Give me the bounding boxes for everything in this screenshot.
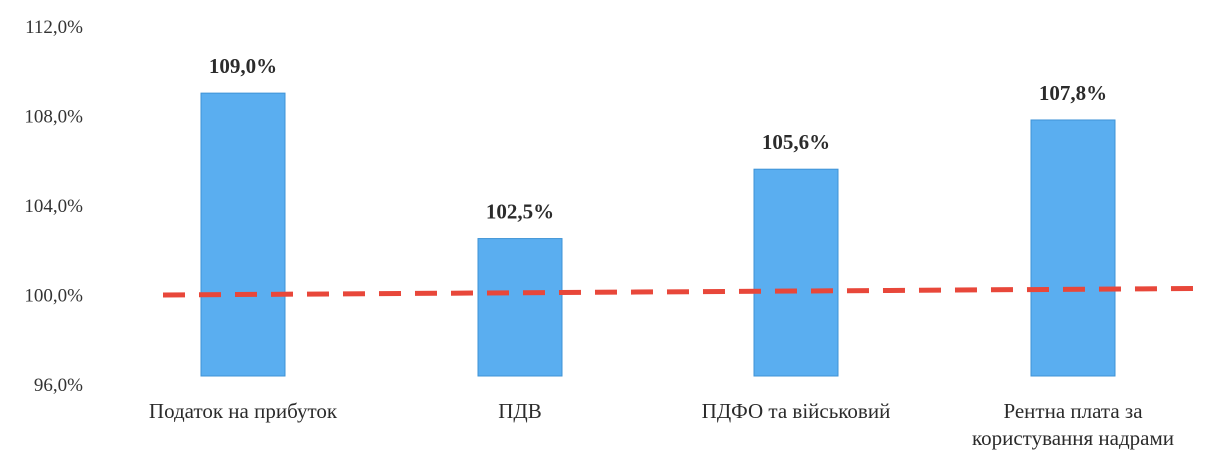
data-labels: 109,0% 102,5% 105,6% 107,8% (209, 54, 1107, 223)
category-label: ПДВ (498, 399, 542, 423)
y-axis-labels: 96,0% 100,0% 104,0% 108,0% 112,0% (24, 17, 83, 396)
data-label: 105,6% (762, 130, 830, 154)
bar (1030, 119, 1116, 377)
bar (200, 92, 286, 377)
y-tick-label: 100,0% (24, 286, 83, 307)
bars (200, 92, 1116, 377)
data-label: 107,8% (1039, 81, 1107, 105)
category-label: Податок на прибуток (149, 399, 338, 423)
data-label: 109,0% (209, 54, 277, 78)
category-labels: Податок на прибуток ПДВ ПДФО та військовий… (149, 399, 1174, 450)
reference-line (162, 286, 1201, 298)
category-label: ПДФО та військовий (702, 399, 891, 423)
category-label: користування надрами (972, 426, 1174, 450)
bar (753, 168, 839, 377)
data-label: 102,5% (486, 200, 554, 224)
y-tick-label: 108,0% (24, 107, 83, 128)
reference-line-group (162, 286, 1201, 298)
y-tick-label: 104,0% (24, 196, 83, 217)
y-tick-label: 96,0% (34, 375, 83, 396)
bar (477, 238, 563, 377)
category-label: Рентна плата за (1003, 399, 1143, 423)
y-tick-label: 112,0% (25, 17, 83, 38)
